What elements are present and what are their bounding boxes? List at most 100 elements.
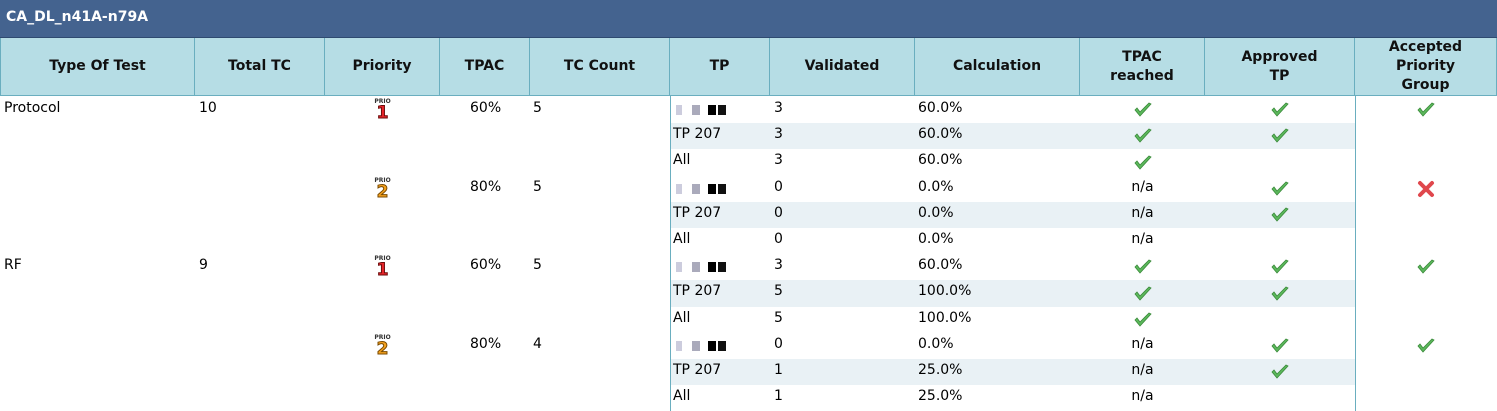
check-icon [1133, 155, 1152, 170]
title-bar: CA_DL_n41A-n79A [0, 0, 1497, 38]
validated: 1 [774, 362, 783, 378]
row-stripe [670, 359, 1355, 386]
validated: 0 [774, 178, 783, 195]
column-header: TP [670, 38, 770, 96]
row-stripe [670, 280, 1355, 307]
redaction [676, 105, 682, 115]
column-header: TC Count [530, 38, 670, 96]
redaction [708, 183, 716, 194]
validated: 3 [774, 152, 783, 169]
check-icon [1133, 128, 1152, 143]
tp: All [673, 231, 691, 247]
redaction [708, 340, 716, 351]
calculation: 100.0% [918, 309, 972, 326]
tpac: 80% [470, 335, 502, 352]
priority-badge-label: PRIO [374, 98, 391, 105]
validated: 5 [774, 283, 783, 300]
validated: 3 [774, 257, 783, 274]
calculation: 0.0% [918, 231, 954, 247]
tpac-reached: n/a [1131, 388, 1154, 405]
check-icon [1271, 286, 1289, 301]
redaction [708, 105, 716, 115]
calculation: 0.0% [918, 204, 954, 221]
tp: All [673, 309, 691, 326]
calculation: 60.0% [918, 100, 963, 116]
column-header: Priority [325, 38, 440, 96]
priority-number: 1 [376, 103, 389, 123]
total-tc: 10 [199, 100, 217, 116]
tpac: 80% [470, 178, 502, 195]
calculation: 60.0% [918, 126, 963, 143]
redaction [718, 183, 726, 194]
priority-number: 2 [376, 181, 389, 202]
tpac-reached: n/a [1131, 204, 1154, 221]
tc-count: 5 [533, 100, 542, 116]
redaction [718, 340, 726, 351]
redaction [708, 262, 716, 273]
check-icon [1271, 364, 1289, 379]
tc-count: 5 [533, 178, 542, 195]
validated: 0 [774, 204, 783, 221]
check-icon [1133, 312, 1152, 327]
priority-badge: PRIO 1 [371, 255, 395, 281]
validated: 3 [774, 126, 783, 143]
priority-number: 1 [376, 260, 389, 281]
check-icon [1417, 259, 1435, 274]
tpac-reached: n/a [1131, 335, 1154, 352]
redaction [718, 262, 726, 273]
tp: TP 207 [673, 362, 722, 378]
column-header: Type Of Test [0, 38, 195, 96]
tp: TP 207 [673, 126, 722, 143]
check-icon [1271, 338, 1289, 353]
tp: TP 207 [673, 283, 722, 300]
row-stripe [670, 123, 1355, 150]
check-icon [1271, 181, 1289, 196]
tpac-reached: n/a [1131, 231, 1154, 247]
priority-badge-label: PRIO [374, 333, 391, 341]
calculation: 60.0% [918, 152, 963, 169]
validated: 0 [774, 335, 783, 352]
calculation: 0.0% [918, 335, 954, 352]
validated: 3 [774, 100, 783, 116]
tp: All [673, 152, 691, 169]
check-icon [1133, 286, 1152, 301]
calculation: 0.0% [918, 178, 954, 195]
priority-badge-label: PRIO [374, 255, 391, 263]
redaction [676, 183, 682, 194]
calculation: 60.0% [918, 257, 963, 274]
tc-count: 4 [533, 335, 542, 352]
validated: 5 [774, 309, 783, 326]
row-stripe [670, 201, 1355, 228]
tp: TP 207 [673, 204, 722, 221]
column-border [670, 96, 671, 411]
redaction [676, 340, 682, 351]
check-icon [1133, 102, 1152, 117]
column-header: Total TC [195, 38, 325, 96]
check-icon [1417, 102, 1435, 117]
tpac: 60% [470, 257, 502, 274]
priority-badge: PRIO 1 [371, 98, 395, 124]
check-icon [1133, 259, 1152, 274]
column-header: TPAC [440, 38, 530, 96]
calculation: 100.0% [918, 283, 972, 300]
tpac-reached: n/a [1131, 178, 1154, 195]
redaction [718, 105, 726, 115]
column-header: Approved TP [1205, 38, 1355, 96]
priority-number: 2 [376, 338, 389, 359]
check-icon [1271, 207, 1289, 222]
column-border [1355, 96, 1356, 411]
priority-badge: PRIO 2 [371, 177, 395, 203]
validated: 0 [774, 231, 783, 247]
check-icon [1271, 128, 1289, 143]
cross-icon [1418, 180, 1434, 197]
title: CA_DL_n41A-n79A [6, 9, 149, 25]
total-tc: 9 [199, 257, 208, 274]
validated: 1 [774, 388, 783, 405]
column-header: Calculation [915, 38, 1080, 96]
calculation: 25.0% [918, 388, 963, 405]
tpac: 60% [470, 100, 502, 116]
check-icon [1271, 102, 1289, 117]
tc-count: 5 [533, 257, 542, 274]
column-header: Accepted Priority Group [1355, 38, 1497, 96]
